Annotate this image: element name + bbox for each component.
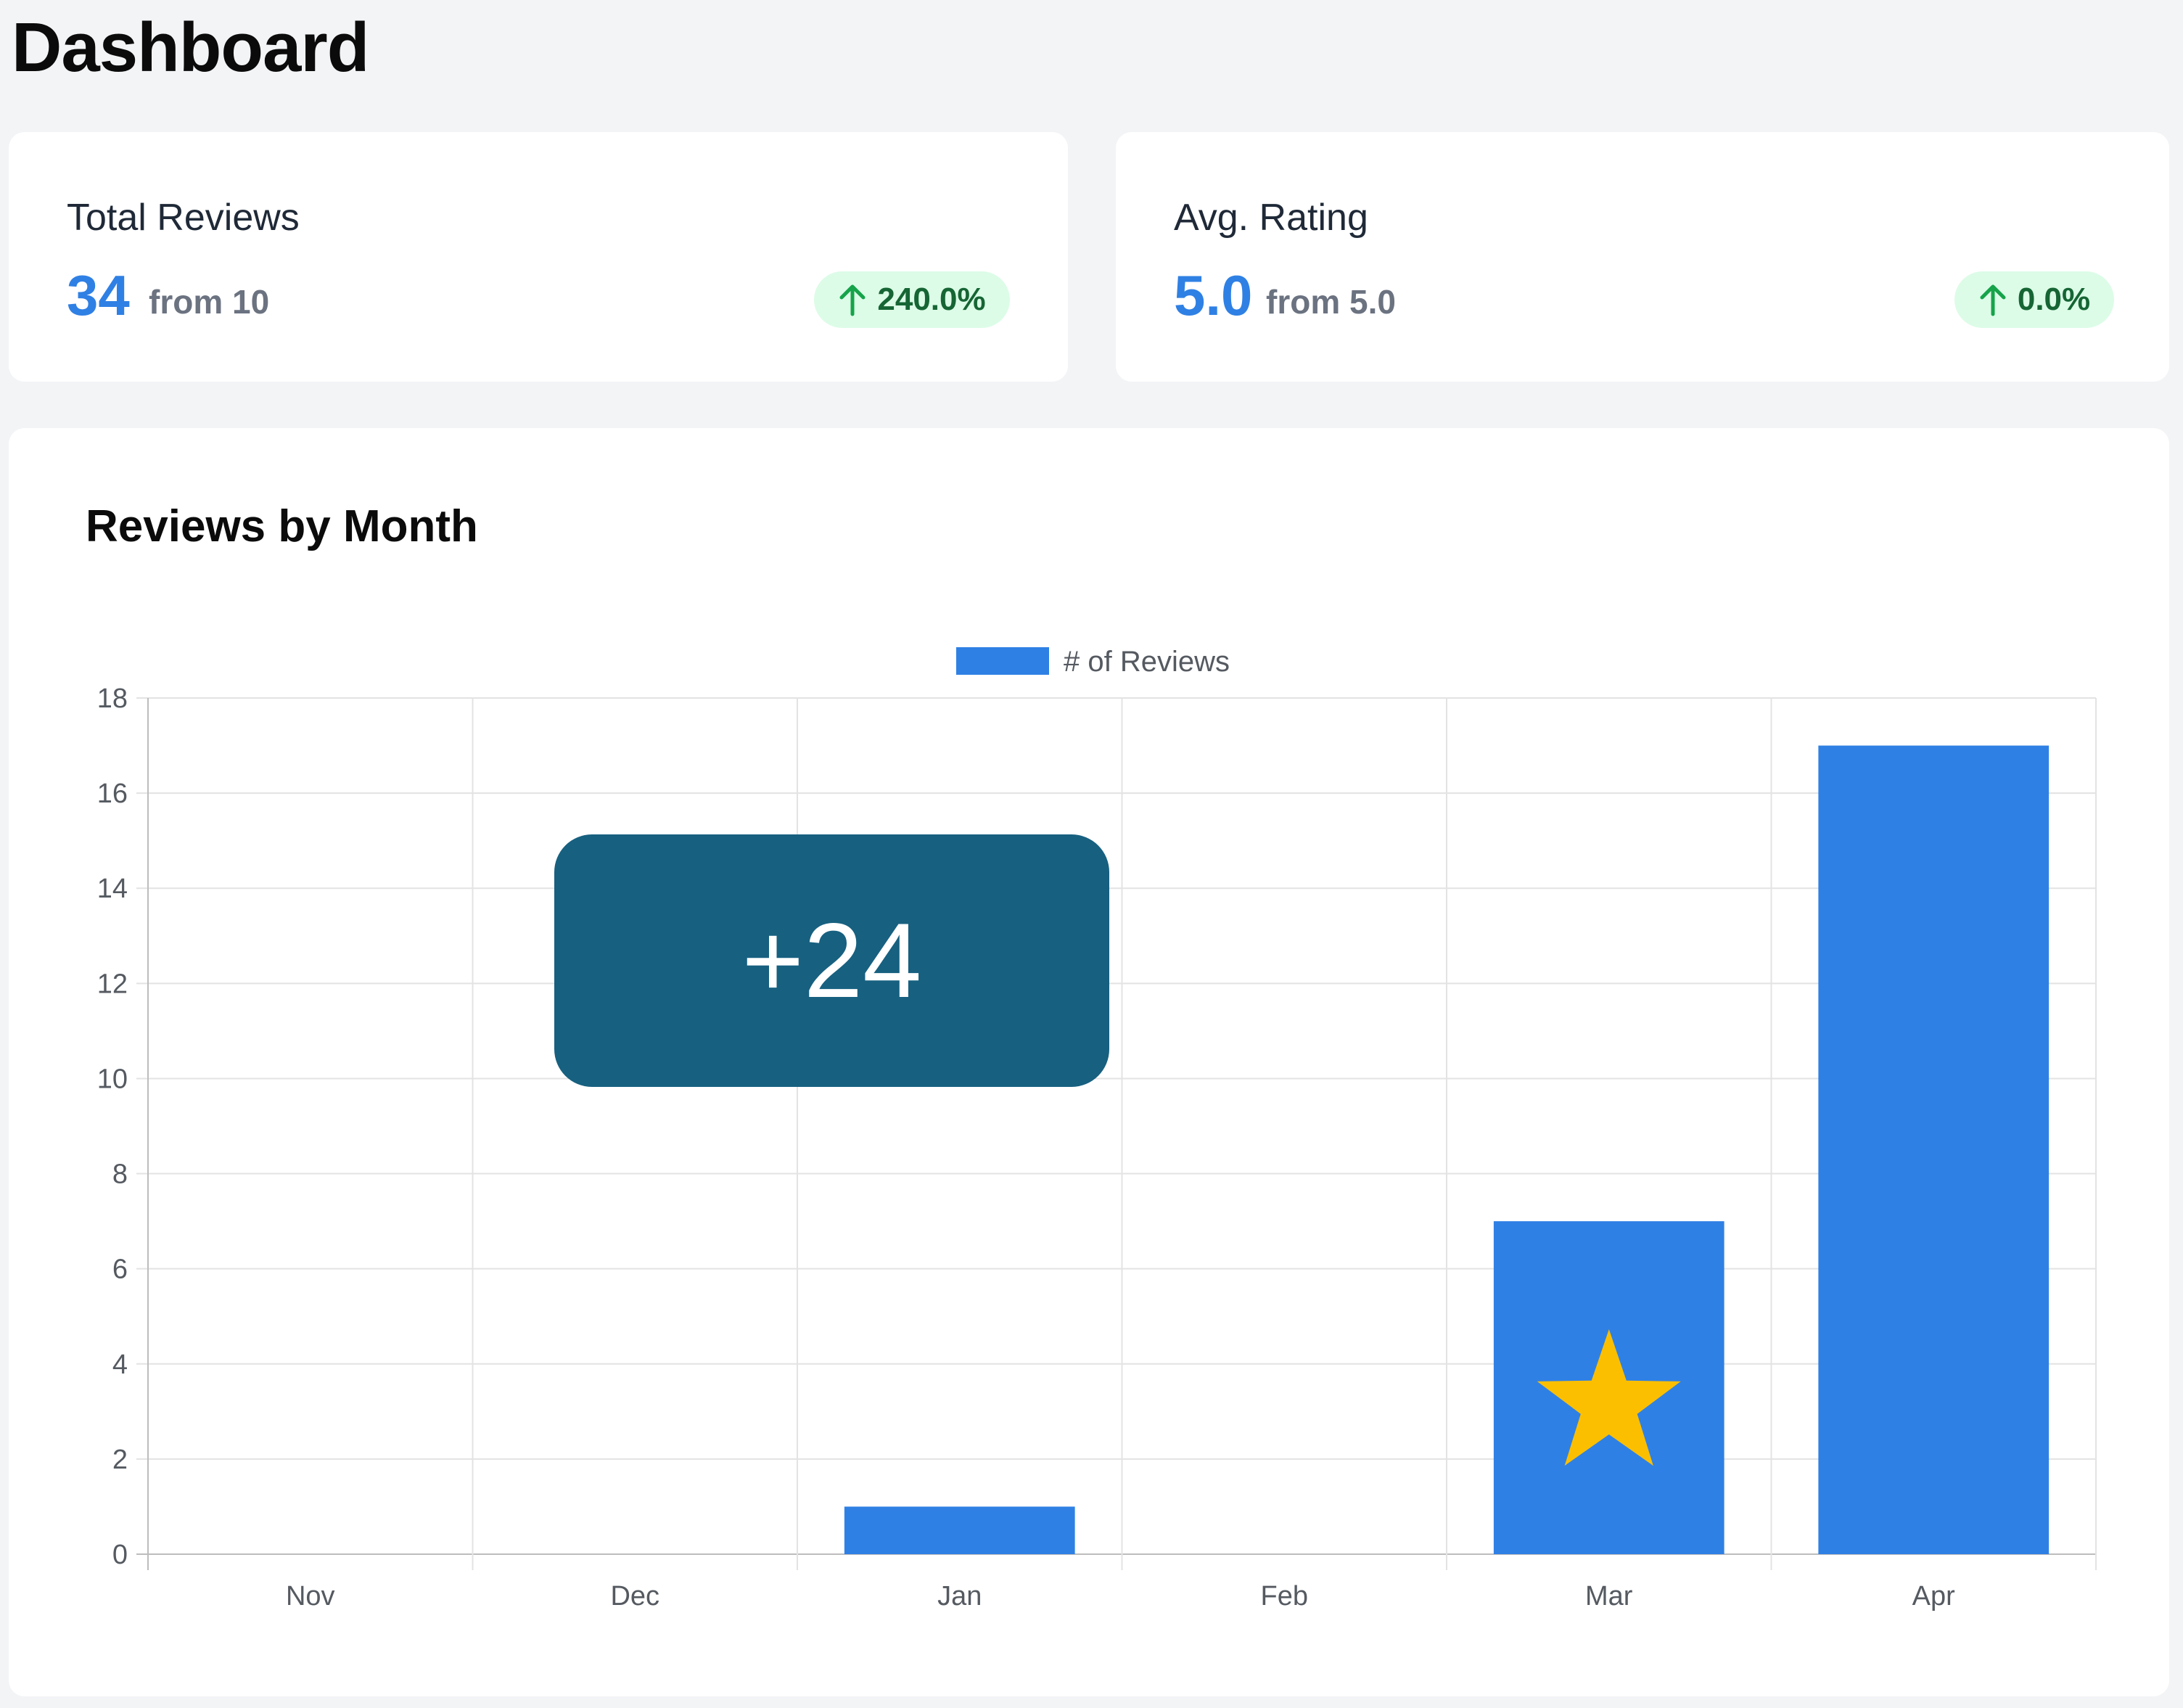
total-reviews-value: 34	[67, 263, 130, 327]
avg-rating-change-badge: 0.0%	[1954, 271, 2114, 328]
y-tick-label: 14	[97, 874, 128, 904]
x-tick-label: Mar	[1585, 1581, 1633, 1611]
y-tick-label: 2	[112, 1445, 128, 1475]
y-tick-label: 12	[97, 969, 128, 999]
x-tick-label: Apr	[1912, 1581, 1955, 1611]
x-tick-label: Nov	[286, 1581, 335, 1611]
y-tick-label: 0	[112, 1540, 128, 1570]
total-reviews-previous: from 10	[149, 283, 270, 321]
y-tick-label: 18	[97, 683, 128, 714]
total-reviews-card: Total Reviews 34 from 10 240.0%	[9, 132, 1068, 382]
avg-rating-change: 0.0%	[2017, 282, 2091, 317]
avg-rating-label: Avg. Rating	[1174, 197, 1368, 239]
page-title: Dashboard	[12, 9, 369, 86]
avg-rating-previous: from 5.0	[1266, 283, 1396, 321]
total-reviews-change: 240.0%	[877, 282, 986, 317]
total-reviews-label: Total Reviews	[67, 197, 300, 239]
avg-rating-value: 5.0	[1174, 263, 1253, 327]
y-tick-label: 6	[112, 1255, 128, 1285]
bar-jan	[844, 1506, 1075, 1554]
x-tick-label: Jan	[937, 1581, 982, 1611]
legend-label: # of Reviews	[1064, 646, 1230, 678]
legend-swatch	[956, 647, 1049, 675]
x-tick-label: Dec	[610, 1581, 659, 1611]
arrow-up-icon	[1978, 282, 2007, 317]
avg-rating-card: Avg. Rating 5.0 from 5.0 0.0%	[1116, 132, 2169, 382]
reviews-increase-callout: +24	[554, 834, 1109, 1087]
y-tick-label: 4	[112, 1350, 128, 1380]
y-tick-label: 8	[112, 1159, 128, 1190]
reviews-bar-chart: 0 2 4 6 8 10 12 14 16 18 Nov Dec Jan Feb Mar Apr # of Re…	[97, 646, 2097, 1611]
y-tick-label: 16	[97, 779, 128, 809]
chart-title: Reviews by Month	[86, 501, 478, 551]
bar-apr	[1818, 745, 2050, 1554]
total-reviews-change-badge: 240.0%	[814, 271, 1010, 328]
arrow-up-icon	[838, 282, 867, 317]
x-tick-label: Feb	[1261, 1581, 1308, 1611]
reviews-chart-card: Reviews by Month 0 2 4 6 8 10 12 14 16 18 Nov Dec Ja…	[9, 428, 2169, 1696]
star-icon	[1537, 1329, 1681, 1466]
y-tick-label: 10	[97, 1064, 128, 1094]
